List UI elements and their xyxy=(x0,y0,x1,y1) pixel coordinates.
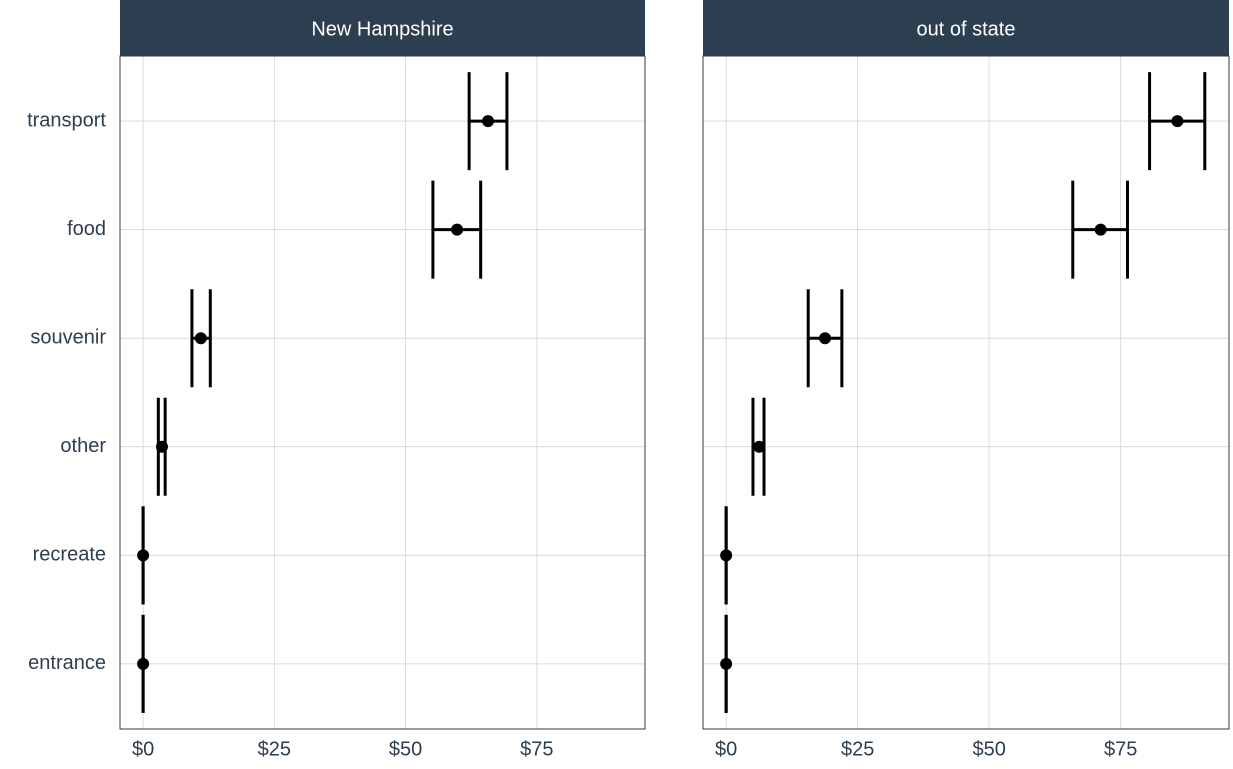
x-tick-label: $75 xyxy=(520,738,553,760)
y-tick-label: souvenir xyxy=(30,327,106,349)
point xyxy=(482,115,495,128)
point xyxy=(720,549,733,562)
x-tick-label: $25 xyxy=(841,738,874,760)
y-tick-label: transport xyxy=(27,109,106,131)
x-tick-label: $25 xyxy=(258,738,291,760)
x-tick-label: $0 xyxy=(132,738,154,760)
strip xyxy=(120,0,645,56)
x-tick-label: $50 xyxy=(972,738,1005,760)
point xyxy=(137,549,150,562)
panel-border xyxy=(119,55,646,730)
y-tick-label: recreate xyxy=(33,544,106,566)
x-tick-label: $50 xyxy=(389,738,422,760)
point xyxy=(753,440,766,453)
x-tick-label: $0 xyxy=(715,738,737,760)
y-tick-label: entrance xyxy=(28,652,106,674)
point xyxy=(720,657,733,670)
point xyxy=(819,332,832,345)
x-tick-label: $75 xyxy=(1104,738,1137,760)
point xyxy=(194,332,207,345)
point xyxy=(1171,115,1184,128)
point xyxy=(451,223,464,236)
point xyxy=(1094,223,1107,236)
strip xyxy=(703,0,1229,56)
strip-text: New Hampshire xyxy=(311,18,453,40)
y-tick-label: other xyxy=(60,435,106,457)
strip-text: out of state xyxy=(917,18,1016,40)
point xyxy=(156,440,168,453)
point xyxy=(137,657,150,670)
y-tick-label: food xyxy=(67,218,106,240)
